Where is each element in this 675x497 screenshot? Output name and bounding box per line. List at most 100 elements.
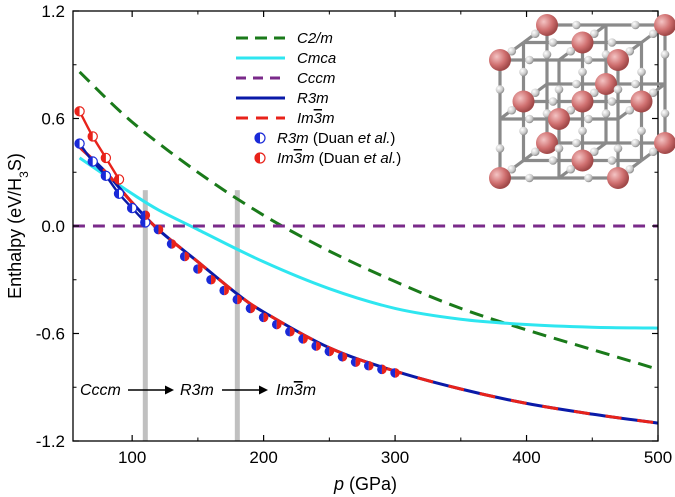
duan-im3m-point-4-ring — [113, 174, 125, 185]
crystal-hydrogen-atom-58 — [525, 55, 534, 65]
legend-marker-7-ring — [254, 152, 266, 164]
duan-both-point-4-left — [179, 251, 185, 262]
x-axis-title: p (GPa) — [333, 474, 397, 494]
duan-both-point-18 — [363, 360, 374, 371]
duan-r3m-point-3-ring — [100, 170, 112, 182]
duan-both-point-3-right — [171, 239, 177, 249]
duan-im3m-point-1-half — [74, 106, 80, 116]
series-line-5 — [78, 146, 659, 425]
crystal-sulfur-atom-1 — [536, 14, 558, 36]
crystal-sulfur-atom-28 — [571, 31, 594, 54]
crystal-hydrogen-atom-67 — [584, 173, 593, 183]
duan-both-point-14 — [311, 341, 322, 351]
crystal-sulfur-atom-53 — [489, 49, 511, 71]
crystal-hydrogen-atom-36 — [548, 156, 558, 165]
duan-r3m-point-5-half — [127, 203, 133, 213]
legend-label-2: Cmca — [297, 50, 336, 67]
crystal-hydrogen-atom-61 — [495, 144, 505, 153]
axes: 100 200 300 400 500 -1.2 -0.6 0.0 0.6 1.2 p (GPa) E… — [5, 2, 672, 494]
crystal-hydrogen-atom-35 — [519, 126, 528, 136]
crystal-sulfur-atom-5 — [654, 132, 675, 154]
crystal-hydrogen-atom-22 — [589, 88, 599, 98]
legend-label-suffix: m — [322, 110, 335, 127]
transition-bar-1 — [142, 190, 148, 441]
duan-both-point-2-right — [158, 224, 164, 235]
crystal-hydrogen-atom-11 — [631, 20, 640, 30]
annotation-phase-3: Im3m — [276, 382, 316, 399]
crystal-hydrogen-atom-46 — [507, 164, 517, 174]
crystal-hydrogen-atom-59 — [495, 85, 505, 94]
legend-label-7: Im3m (Duan et al.) — [277, 150, 401, 167]
crystal-hydrogen-atom-52 — [625, 164, 635, 174]
duan-both-point-5-left — [193, 264, 198, 274]
crystal-hydrogen-atom-6 — [572, 20, 581, 30]
legend-label-text: Cmca — [297, 50, 336, 67]
legend-label-rest: (Duan — [315, 150, 364, 167]
duan-both-point-6-left — [206, 274, 212, 285]
y-axis-title-sub: 3 — [17, 171, 31, 178]
duan-r3m-point-2 — [87, 156, 98, 167]
crystal-hydrogen-atom-41 — [607, 156, 617, 165]
crystal-hydrogen-atom-45 — [507, 105, 517, 115]
duan-im3m-point-2-half — [88, 131, 93, 142]
x-tick-label-3: 300 — [381, 448, 409, 467]
duan-both-point-2-left — [153, 224, 159, 235]
duan-r3m-point-2-half — [88, 156, 93, 167]
crystal-sulfur-atom-3 — [595, 73, 617, 95]
duan-im3m-point-3-half — [101, 153, 106, 163]
x-tick-label-1: 100 — [118, 448, 146, 467]
crystal-hydrogen-atom-49 — [566, 164, 576, 174]
annotation-phase-3-suffix: m — [303, 382, 316, 399]
crystal-hydrogen-atom-62 — [525, 173, 534, 183]
duan-both-point-11-right — [276, 319, 282, 330]
crystal-hydrogen-atom-44 — [507, 46, 517, 56]
duan-both-point-18-right — [368, 360, 374, 371]
annotation-arrowhead-1 — [165, 385, 174, 395]
legend-label-3: Cccm — [297, 70, 335, 87]
crystal-sulfur-atom-56 — [607, 49, 629, 71]
legend-label-prefix: Im — [297, 110, 314, 127]
crystal-hydrogen-atom-33 — [519, 67, 528, 77]
duan-im3m-point-4 — [113, 174, 125, 185]
legend-label-etal: et al. — [358, 130, 391, 147]
crystal-hydrogen-atom-65 — [584, 114, 593, 124]
legend-label-close: ) — [396, 150, 401, 167]
crystal-hydrogen-atom-17 — [660, 109, 670, 118]
transition-bars — [142, 190, 240, 441]
duan-both-point-10 — [258, 312, 269, 323]
crystal-sulfur-atom-4 — [654, 14, 675, 36]
y-tick-label-3: 0.0 — [41, 217, 65, 236]
legend-label-close: ) — [390, 130, 395, 147]
duan-both-point-14-left — [311, 341, 317, 351]
duan-both-point-5-right — [197, 264, 203, 274]
duan-both-point-11-left — [271, 319, 277, 330]
crystal-hydrogen-atom-66 — [554, 144, 564, 153]
duan-r3m-point-1-ring — [74, 138, 85, 149]
duan-r3m-point-5-ring — [126, 202, 138, 214]
y-tick-label-2: -0.6 — [36, 325, 65, 344]
duan-both-point-4 — [179, 251, 190, 262]
duan-im3m-point-2 — [87, 131, 98, 142]
crystal-sulfur-atom-29 — [571, 90, 594, 113]
crystal-hydrogen-atom-26 — [648, 147, 658, 157]
legend-label-4: R3m — [297, 90, 329, 107]
duan-r3m-point-3 — [100, 170, 112, 182]
annotation-phase-3-digit: 3 — [294, 382, 303, 399]
crystal-hydrogen-atom-21 — [589, 29, 599, 39]
duan-both-point-1-left — [140, 210, 146, 221]
duan-both-point-8-left — [232, 294, 238, 305]
legend-label-name: R3m — [277, 130, 309, 147]
duan-r3m-point-2-ring — [87, 156, 98, 167]
crystal-sulfur-atom-55 — [548, 108, 570, 130]
legend-marker-7 — [254, 152, 266, 164]
duan-r3m-point-5 — [126, 202, 138, 214]
duan-both-point-14-right — [316, 341, 322, 351]
duan-both-point-11 — [271, 319, 282, 330]
duan-both-point-13-left — [298, 334, 304, 344]
series-line-1 — [78, 70, 659, 371]
duan-im3m-point-4-half — [114, 174, 120, 185]
crystal-hydrogen-atom-15 — [631, 138, 640, 148]
duan-both-point-4-right — [184, 251, 190, 262]
